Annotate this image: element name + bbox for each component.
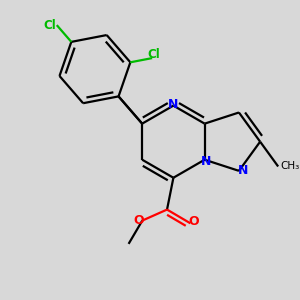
Text: Cl: Cl <box>147 48 160 61</box>
Text: Cl: Cl <box>44 19 56 32</box>
Text: CH₃: CH₃ <box>280 161 300 172</box>
Text: O: O <box>134 214 144 227</box>
Text: O: O <box>188 215 199 228</box>
Text: N: N <box>168 98 178 111</box>
Text: N: N <box>238 164 248 177</box>
Text: N: N <box>201 154 211 168</box>
